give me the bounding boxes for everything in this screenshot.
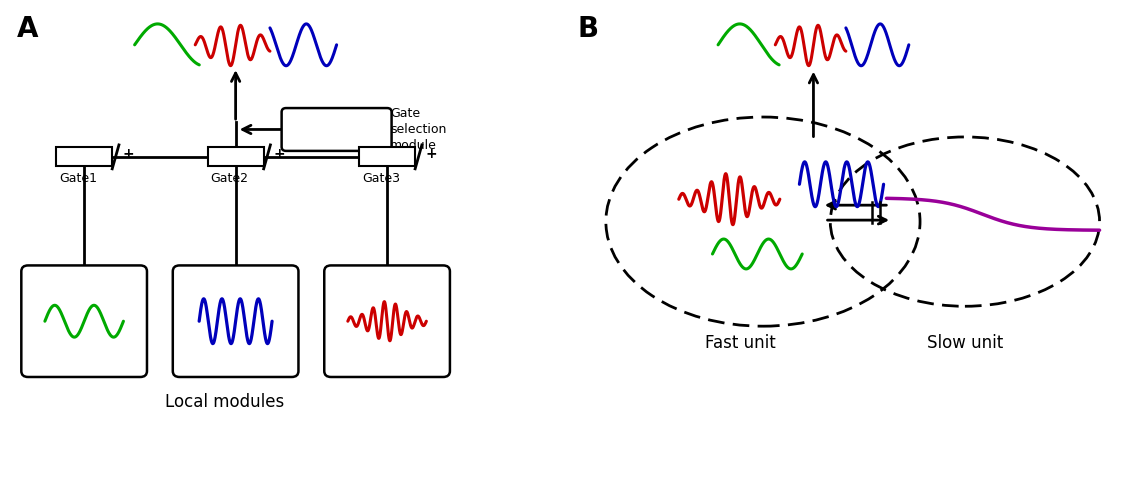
- Text: Gate1: Gate1: [58, 172, 96, 185]
- Text: Local modules: Local modules: [165, 393, 284, 411]
- Bar: [56, 147, 112, 166]
- FancyBboxPatch shape: [324, 265, 450, 377]
- Text: Slow unit: Slow unit: [927, 334, 1003, 352]
- Text: Gate2: Gate2: [211, 172, 248, 185]
- FancyBboxPatch shape: [173, 265, 298, 377]
- Bar: [359, 147, 415, 166]
- Text: Gate3: Gate3: [361, 172, 399, 185]
- Text: Fast unit: Fast unit: [705, 334, 776, 352]
- FancyBboxPatch shape: [21, 265, 147, 377]
- Bar: [208, 147, 264, 166]
- Text: B: B: [578, 15, 599, 43]
- FancyBboxPatch shape: [282, 108, 392, 151]
- Text: G1-G3-G2: G1-G3-G2: [303, 123, 370, 136]
- Text: +: +: [274, 147, 285, 161]
- Text: Gate
selection
module: Gate selection module: [390, 107, 447, 152]
- Text: +: +: [122, 147, 134, 161]
- Text: +: +: [425, 147, 436, 161]
- Text: A: A: [17, 15, 38, 43]
